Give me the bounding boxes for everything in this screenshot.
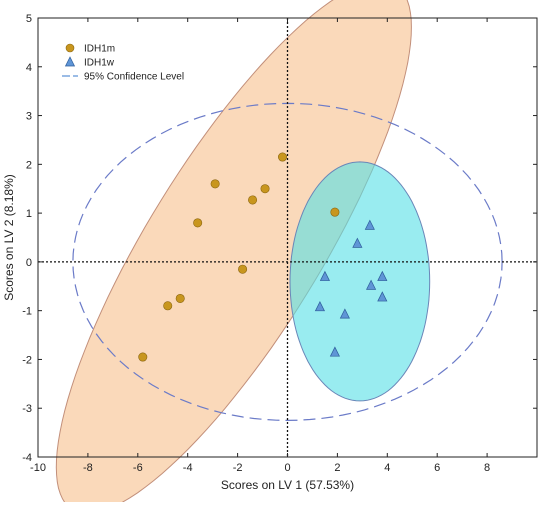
y-tick-label: 5: [26, 13, 32, 25]
confidence-ellipse-idh1w: [289, 161, 431, 402]
data-point-idh1w: [319, 270, 330, 281]
data-point-idh1m: [175, 293, 185, 303]
y-tick-label: -1: [22, 306, 32, 318]
legend: IDH1m IDH1w 95% Confidence Level: [62, 44, 184, 83]
data-point-idh1w: [364, 219, 375, 230]
y-tick-label: -3: [22, 403, 32, 415]
x-tick-label: 6: [434, 462, 440, 474]
y-tick-label: -2: [22, 354, 32, 366]
legend-marker-triangle: [64, 56, 76, 67]
data-point-idh1w: [339, 308, 350, 319]
y-tick-label: 3: [26, 111, 32, 123]
data-point-idh1w: [314, 301, 326, 312]
x-tick-label: -8: [83, 462, 93, 474]
data-point-idh1m: [278, 152, 288, 162]
legend-label: 95% Confidence Level: [84, 72, 184, 83]
data-point-idh1m: [210, 179, 220, 189]
data-points: [138, 152, 388, 362]
x-tick-label: -2: [233, 462, 243, 474]
data-point-idh1w: [377, 270, 388, 281]
legend-label: IDH1m: [84, 44, 115, 55]
y-tick-label: -4: [22, 452, 32, 464]
legend-label: IDH1w: [84, 58, 115, 69]
legend-marker-circle: [65, 43, 75, 53]
zero-lines: [38, 18, 537, 457]
y-tick-label: 2: [26, 159, 32, 171]
y-tick-label: 1: [26, 208, 32, 220]
data-point-idh1w: [352, 237, 363, 248]
x-tick-label: -10: [30, 462, 46, 474]
x-tick-label: 2: [334, 462, 340, 474]
confidence-ellipse-95-confidence-level: [72, 102, 503, 422]
data-point-idh1w: [329, 346, 340, 357]
data-point-idh1w: [366, 279, 377, 290]
data-point-idh1m: [330, 207, 340, 217]
x-tick-label: 8: [484, 462, 490, 474]
x-tick-label: -4: [183, 462, 193, 474]
x-tick-label: 0: [284, 462, 290, 474]
y-tick-label: 0: [26, 257, 32, 269]
x-tick-label: 4: [384, 462, 390, 474]
data-point-idh1m: [193, 218, 203, 228]
data-point-idh1m: [248, 195, 258, 205]
data-point-idh1m: [238, 264, 248, 274]
x-tick-label: -6: [133, 462, 143, 474]
x-axis-title: Scores on LV 1 (57.53%): [221, 478, 354, 492]
y-axis-title: Scores on LV 2 (8.18%): [2, 174, 16, 301]
confidence-ellipses: [55, 0, 503, 507]
data-point-idh1m: [163, 301, 173, 311]
y-tick-label: 4: [26, 62, 32, 74]
data-point-idh1w: [377, 291, 388, 302]
data-point-idh1m: [260, 184, 270, 194]
data-point-idh1m: [138, 352, 148, 362]
